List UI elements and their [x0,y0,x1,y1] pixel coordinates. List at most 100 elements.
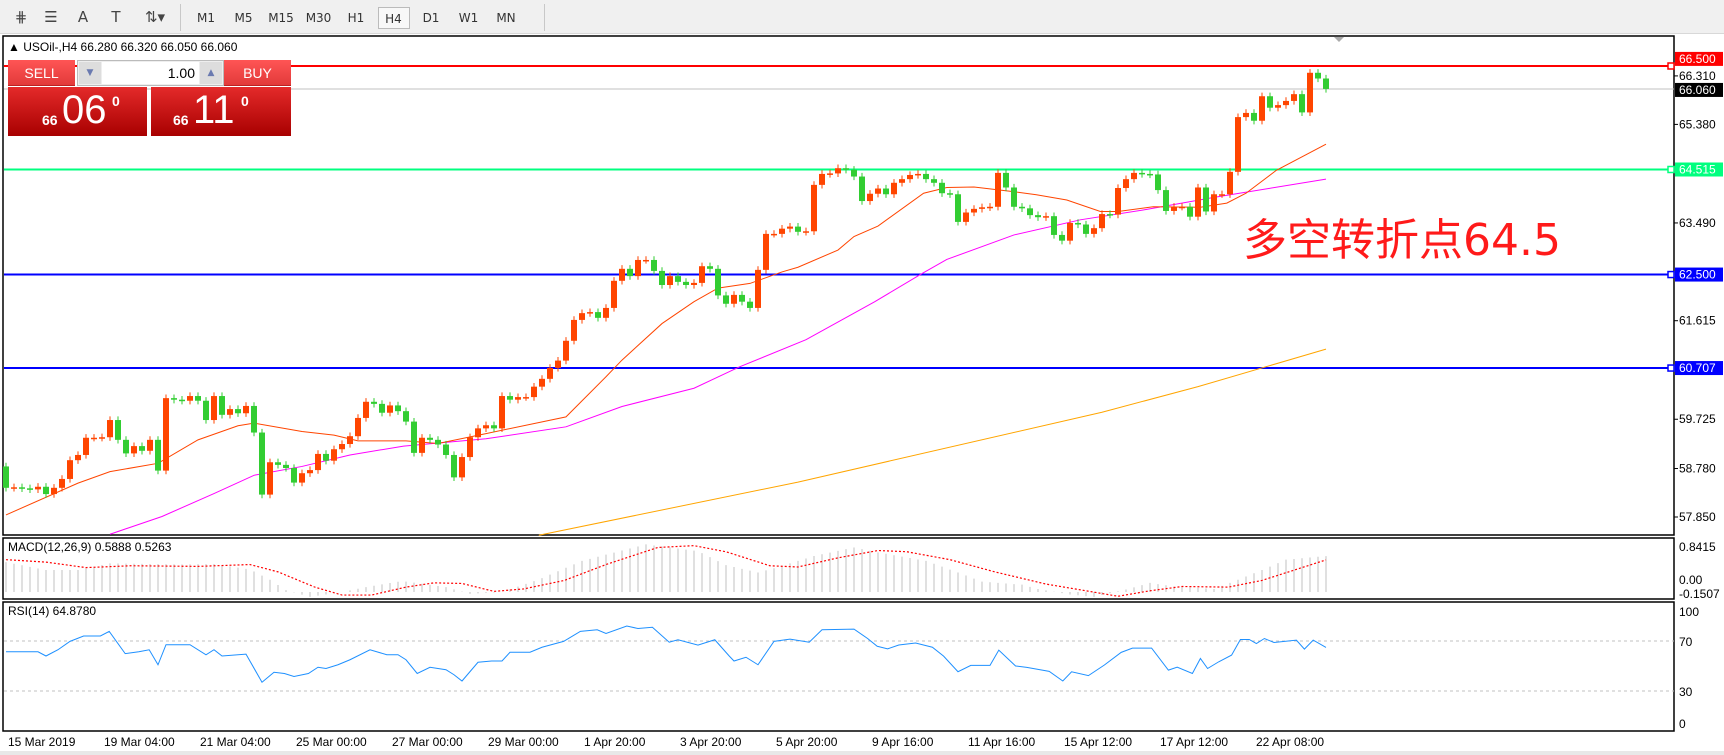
time-axis-label: 17 Apr 12:00 [1160,735,1228,749]
candle-body [619,268,625,281]
candle-body [467,437,473,458]
candle-body [547,367,553,379]
timeframe-h1-button[interactable]: H1 [347,11,365,25]
timeframe-m15-button[interactable]: M15 [268,11,294,25]
candle-body [195,396,201,401]
candle-body [1267,96,1273,108]
candle-body [1203,187,1209,212]
horizontal-scrollbar[interactable] [0,751,1724,755]
candle-body [491,425,497,429]
volume-spinner: ▼ ▲ [77,60,224,86]
candle-body [691,282,697,285]
sell-price-box[interactable]: 66 06 0 [8,87,147,136]
sell-price-point: 0 [112,93,120,109]
rsi-label: RSI(14) 64.8780 [8,604,96,618]
timeframe-h4-button[interactable]: H4 [377,7,410,29]
text-icon[interactable]: A [77,8,89,26]
candle-body [555,360,561,368]
moving-average-fast-line [5,143,1327,516]
candle-body [995,172,1001,207]
chart-annotation-text[interactable]: 多空转折点64.5 [1243,215,1561,266]
candle-body [275,462,281,465]
candle-body [27,488,33,490]
candle-body [1307,72,1313,113]
volume-increase-button[interactable]: ▲ [200,62,222,84]
candle-body [1051,216,1057,235]
rsi-axis-label: 70 [1679,635,1693,649]
candle-body [715,268,721,296]
candle-body [259,432,265,495]
elliott-wave-icon[interactable]: ⋕ [14,8,28,26]
level-line-handle[interactable] [1667,364,1675,372]
candle-body [611,280,617,308]
candle-body [235,409,241,414]
candle-body [243,405,249,414]
fibo-lines-icon[interactable]: ☰ [44,8,58,26]
timeframe-m1-button[interactable]: M1 [197,11,215,25]
buy-price-box[interactable]: 66 11 0 [151,87,291,136]
candle-body [819,173,825,185]
candle-body [643,259,649,262]
candle-body [747,301,753,308]
candle-body [963,212,969,222]
time-axis-label: 3 Apr 20:00 [680,735,742,749]
candle-body [571,319,577,341]
candle-body [427,437,433,440]
candle-body [1107,214,1113,216]
buy-price-prefix: 66 [173,112,189,128]
candle-body [35,486,41,490]
candle-body [587,312,593,314]
candle-body [19,487,25,489]
price-axis-label: 63.490 [1679,216,1716,230]
level-line-handle[interactable] [1667,270,1675,279]
candle-body [1275,105,1281,108]
candle-body [699,266,705,283]
candle-body [787,226,793,229]
candle-body [955,194,961,222]
symbol-info: ▲ USOil-,H4 66.280 66.320 66.050 66.060 [8,40,238,54]
time-axis-label: 22 Apr 08:00 [1256,735,1324,749]
buy-price-point: 0 [241,93,249,109]
timeframe-d1-button[interactable]: D1 [422,11,440,25]
candle-body [1067,222,1073,241]
candle-body [667,276,673,285]
candle-body [675,276,681,282]
candle-body [379,403,385,413]
volume-input[interactable] [102,62,199,84]
volume-decrease-button[interactable]: ▼ [79,62,101,84]
sell-button[interactable]: SELL [8,60,75,86]
arrows-dropdown-icon[interactable]: ⇅▾ [144,8,166,26]
buy-button[interactable]: BUY [224,60,291,86]
time-axis-label: 29 Mar 00:00 [488,735,559,749]
chart-shift-marker-icon[interactable] [1334,37,1344,42]
candle-body [1235,117,1241,172]
candle-body [763,233,769,270]
toolbar-separator [544,4,545,31]
timeframe-w1-button[interactable]: W1 [458,11,479,25]
level-line-handle[interactable] [1667,62,1675,70]
candle-body [899,179,905,183]
level-line-handle[interactable] [1667,165,1675,174]
timeframe-mn-button[interactable]: MN [496,11,516,25]
text-label-icon[interactable]: T [111,8,121,26]
candle-body [1251,112,1257,121]
time-axis-label: 1 Apr 20:00 [584,735,646,749]
candle-body [1019,206,1025,209]
candle-body [227,409,233,415]
one-click-trading-panel: SELL ▼ ▲ BUY 66 06 0 66 11 0 [8,60,291,136]
timeframe-m5-button[interactable]: M5 [234,11,253,25]
candle-body [75,454,81,461]
candle-body [1027,208,1033,216]
time-axis-label: 25 Mar 00:00 [296,735,367,749]
candle-body [1299,94,1305,113]
candle-body [123,439,129,454]
candle-body [947,193,953,195]
price-axis-label: 66.310 [1679,69,1716,83]
timeframe-m30-button[interactable]: M30 [305,11,332,25]
price-axis-label: 58.780 [1679,462,1716,476]
candle-body [291,467,297,483]
rsi-panel [2,601,1675,732]
candle-body [339,444,345,450]
candle-body [907,174,913,180]
